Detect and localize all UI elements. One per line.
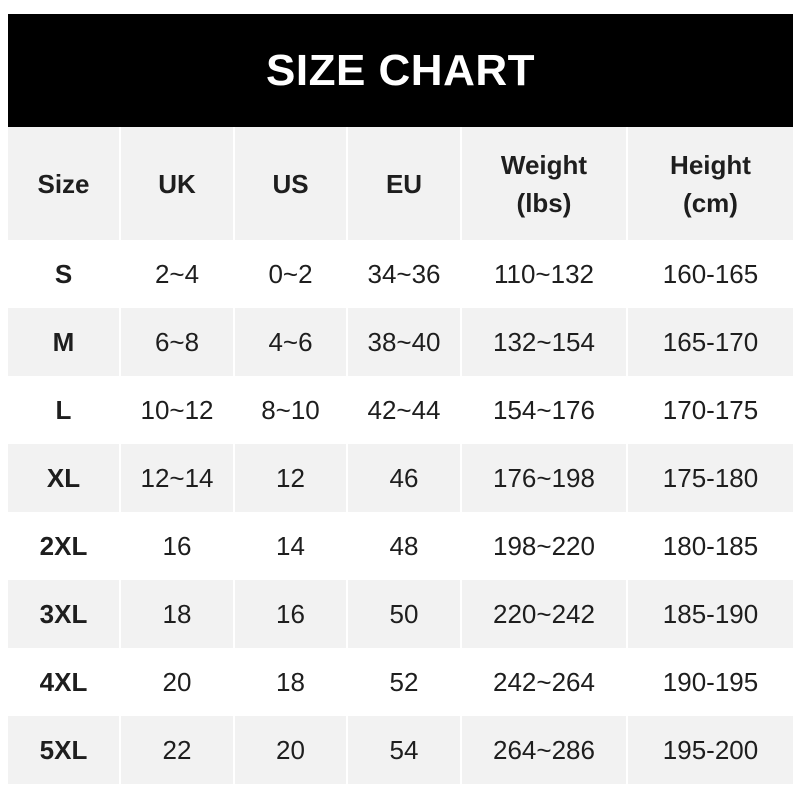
cell-weight: 132~154 [462, 308, 628, 376]
column-header-eu: EU [348, 127, 462, 240]
cell-uk: 22 [121, 716, 235, 784]
cell-us: 16 [235, 580, 348, 648]
table-row: 3XL 18 16 50 220~242 185-190 [8, 580, 793, 648]
header-label: EU [385, 168, 423, 199]
cell-size: L [8, 376, 121, 444]
cell-size: 4XL [8, 648, 121, 716]
header-label: Height [670, 149, 751, 180]
cell-weight: 176~198 [462, 444, 628, 512]
cell-height: 165-170 [628, 308, 793, 376]
header-label: Size [37, 168, 90, 199]
cell-weight: 220~242 [462, 580, 628, 648]
cell-height: 180-185 [662, 530, 759, 561]
cell-height: 160-165 [662, 258, 759, 289]
cell-height: 170-175 [662, 394, 759, 425]
table-row: 2XL 16 14 48 198~220 180-185 [8, 512, 793, 580]
cell-eu: 42~44 [348, 376, 462, 444]
header-unit: (cm) [683, 187, 738, 218]
size-chart-table: Size UK US EU Weight (lbs) Height (cm) S 2~4 0~2 3… [8, 127, 793, 784]
cell-uk: 10~12 [121, 376, 235, 444]
cell-eu: 54 [348, 716, 462, 784]
cell-uk: 2~4 [121, 240, 235, 308]
cell-uk: 20 [121, 648, 235, 716]
cell-us: 20 [235, 716, 348, 784]
cell-weight: 242~264 [462, 648, 628, 716]
cell-eu: 46 [348, 444, 462, 512]
cell-uk: 16 [121, 512, 235, 580]
header-label: US [272, 168, 309, 199]
cell-size: 5XL [8, 716, 121, 784]
cell-size: 2XL [8, 512, 121, 580]
cell-weight: 110~132 [462, 240, 628, 308]
table-header-row: Size UK US EU Weight (lbs) Height (cm) [8, 127, 793, 240]
table-row: S 2~4 0~2 34~36 110~132 160-165 [8, 240, 793, 308]
column-header-us: US [235, 127, 348, 240]
cell-us: 8~10 [235, 376, 348, 444]
cell-height: 195-200 [628, 716, 793, 784]
cell-us: 4~6 [235, 308, 348, 376]
cell-us: 12 [235, 444, 348, 512]
table-row: L 10~12 8~10 42~44 154~176 170-175 [8, 376, 793, 444]
cell-uk: 6~8 [121, 308, 235, 376]
cell-us: 0~2 [235, 240, 348, 308]
cell-us: 14 [235, 512, 348, 580]
table-row: M 6~8 4~6 38~40 132~154 165-170 [8, 308, 793, 376]
column-header-uk: UK [121, 127, 235, 240]
table-row: 4XL 20 18 52 242~264 190-195 [8, 648, 793, 716]
size-chart-title: SIZE CHART [8, 14, 793, 127]
cell-weight: 264~286 [462, 716, 628, 784]
cell-eu: 48 [348, 512, 462, 580]
cell-height: 190-195 [662, 666, 759, 697]
cell-size: M [8, 308, 121, 376]
header-label: UK [158, 168, 196, 199]
cell-size: 3XL [8, 580, 121, 648]
cell-uk: 18 [121, 580, 235, 648]
column-header-weight: Weight (lbs) [462, 127, 628, 240]
table-row: 5XL 22 20 54 264~286 195-200 [8, 716, 793, 784]
cell-size: S [8, 240, 121, 308]
cell-height: 175-180 [628, 444, 793, 512]
cell-weight: 198~220 [462, 512, 628, 580]
cell-us: 18 [235, 648, 348, 716]
cell-size: XL [8, 444, 121, 512]
cell-height: 185-190 [628, 580, 793, 648]
column-header-height: Height (cm) [628, 127, 793, 240]
cell-eu: 50 [348, 580, 462, 648]
cell-eu: 34~36 [348, 240, 462, 308]
cell-uk: 12~14 [121, 444, 235, 512]
cell-eu: 38~40 [348, 308, 462, 376]
cell-eu: 52 [348, 648, 462, 716]
table-row: XL 12~14 12 46 176~198 175-180 [8, 444, 793, 512]
cell-weight: 154~176 [462, 376, 628, 444]
header-unit: (lbs) [516, 187, 572, 218]
column-header-size: Size [8, 127, 121, 240]
header-label: Weight [500, 149, 588, 180]
